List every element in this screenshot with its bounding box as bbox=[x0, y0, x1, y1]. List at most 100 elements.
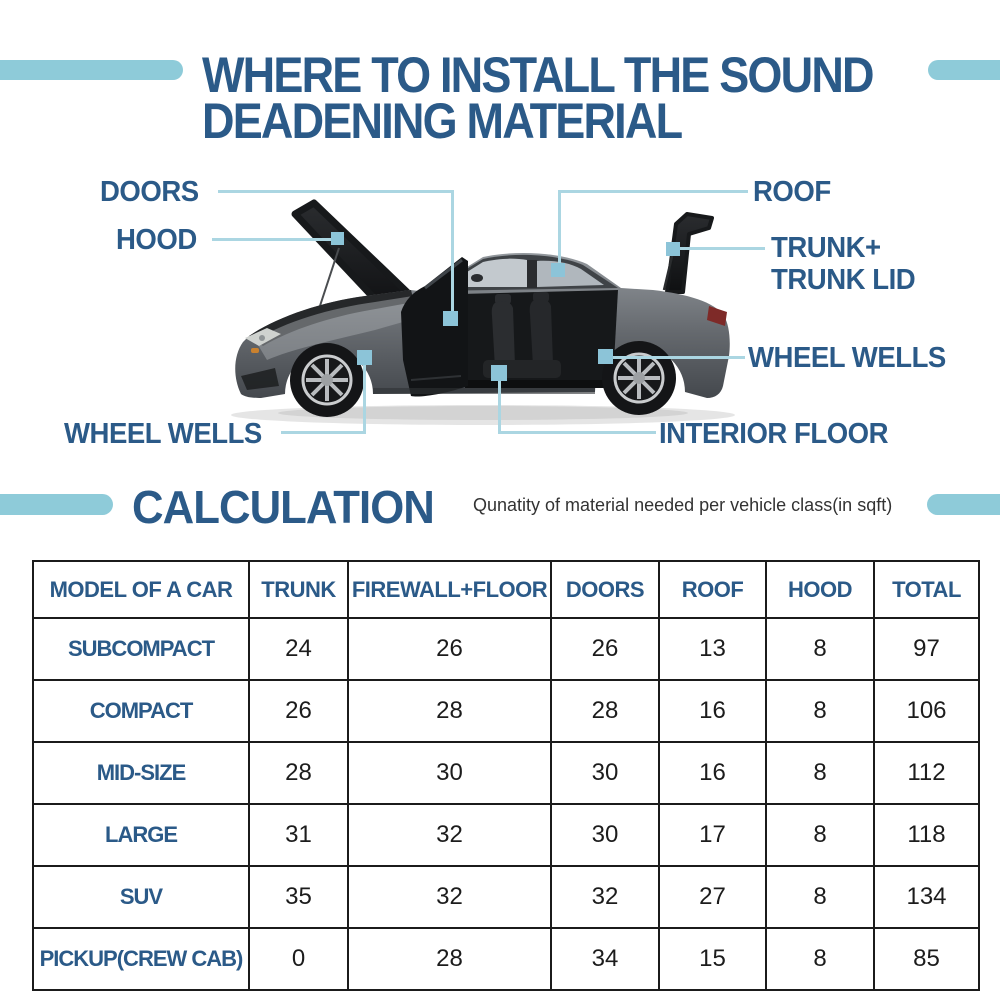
wheel-wells-left-label: WHEEL WELLS bbox=[64, 418, 262, 450]
col-header-trunk: TRUNK bbox=[248, 560, 349, 619]
seat-back-2 bbox=[529, 299, 553, 366]
cell-hood: 8 bbox=[765, 803, 875, 867]
wheel-wells-right-marker bbox=[598, 349, 613, 364]
cell-total: 112 bbox=[873, 741, 980, 805]
wheel-wells-left-marker bbox=[357, 350, 372, 365]
cell-total: 118 bbox=[873, 803, 980, 867]
cell-firewall-floor: 32 bbox=[347, 803, 552, 867]
cell-roof: 13 bbox=[658, 617, 767, 681]
cell-hood: 8 bbox=[765, 927, 875, 991]
doors-marker bbox=[443, 311, 458, 326]
col-header-doors: DOORS bbox=[550, 560, 660, 619]
header-pill-right bbox=[928, 60, 1000, 80]
cell-hood: 8 bbox=[765, 865, 875, 929]
trunk-label-line1: TRUNK+ bbox=[771, 232, 881, 264]
car-shadow-inner bbox=[278, 406, 688, 420]
col-header-roof: ROOF bbox=[658, 560, 767, 619]
cell-trunk: 26 bbox=[248, 679, 349, 743]
page-title-line2: DEADENING MATERIAL bbox=[202, 93, 683, 149]
hood-leader-line bbox=[212, 238, 334, 241]
interior-floor-marker bbox=[491, 365, 507, 381]
row-model: SUV bbox=[32, 865, 250, 929]
cell-trunk: 31 bbox=[248, 803, 349, 867]
doors-label: DOORS bbox=[100, 176, 199, 208]
hood-marker bbox=[331, 232, 344, 245]
cell-trunk: 28 bbox=[248, 741, 349, 805]
table-row: COMPACT 26 28 28 16 8 106 bbox=[32, 679, 980, 743]
roof-leader-line-v bbox=[558, 190, 561, 266]
cell-hood: 8 bbox=[765, 617, 875, 681]
seat-back bbox=[491, 301, 515, 368]
roof-leader-line-h bbox=[558, 190, 748, 193]
row-model: SUBCOMPACT bbox=[32, 617, 250, 681]
col-header-model: MODEL OF A CAR bbox=[32, 560, 250, 619]
page-title-line1: WHERE TO INSTALL THE SOUND bbox=[202, 47, 875, 103]
material-quantity-table: MODEL OF A CAR TRUNK FIREWALL+FLOOR DOOR… bbox=[32, 560, 980, 991]
header-pill-left bbox=[0, 60, 183, 80]
hood-label: HOOD bbox=[116, 224, 197, 256]
cell-total: 85 bbox=[873, 927, 980, 991]
table-row: SUBCOMPACT 24 26 26 13 8 97 bbox=[32, 617, 980, 681]
turn-signal bbox=[251, 348, 259, 353]
wheel-wells-left-leader-line-h bbox=[281, 431, 366, 434]
seat-headrest-2 bbox=[533, 292, 549, 302]
door-window-frame bbox=[424, 258, 463, 290]
front-wheel bbox=[290, 343, 364, 417]
cell-doors: 28 bbox=[550, 679, 660, 743]
table-row: PICKUP(CREW CAB) 0 28 34 15 8 85 bbox=[32, 927, 980, 991]
trunk-label-line2: TRUNK LID bbox=[771, 264, 916, 296]
cell-roof: 16 bbox=[658, 741, 767, 805]
cell-doors: 30 bbox=[550, 741, 660, 805]
interior-floor-sill bbox=[465, 380, 615, 388]
row-model: LARGE bbox=[32, 803, 250, 867]
interior-floor-leader-line-h bbox=[498, 431, 656, 434]
row-model: PICKUP(CREW CAB) bbox=[32, 927, 250, 991]
roof-marker bbox=[551, 263, 565, 277]
col-header-total: TOTAL bbox=[873, 560, 980, 619]
table-row: LARGE 31 32 30 17 8 118 bbox=[32, 803, 980, 867]
wheel-wells-right-leader-line bbox=[612, 356, 745, 359]
calculation-heading: CALCULATION bbox=[132, 481, 435, 533]
col-header-hood: HOOD bbox=[765, 560, 875, 619]
page-title: WHERE TO INSTALL THE SOUND DEADENING MAT… bbox=[202, 47, 875, 149]
cell-total: 106 bbox=[873, 679, 980, 743]
b-pillar bbox=[527, 260, 537, 288]
cell-firewall-floor: 28 bbox=[347, 679, 552, 743]
cell-total: 97 bbox=[873, 617, 980, 681]
doors-leader-line-h bbox=[218, 190, 454, 193]
open-trunk-lid bbox=[665, 212, 714, 294]
door-panel-line bbox=[410, 375, 462, 381]
row-model: MID-SIZE bbox=[32, 741, 250, 805]
roof-label: ROOF bbox=[753, 176, 831, 208]
cell-trunk: 0 bbox=[248, 927, 349, 991]
row-model: COMPACT bbox=[32, 679, 250, 743]
cell-doors: 30 bbox=[550, 803, 660, 867]
cell-firewall-floor: 28 bbox=[347, 927, 552, 991]
cell-roof: 17 bbox=[658, 803, 767, 867]
table-header-row: MODEL OF A CAR TRUNK FIREWALL+FLOOR DOOR… bbox=[32, 560, 980, 619]
interior-floor-label: INTERIOR FLOOR bbox=[659, 418, 889, 450]
fender-highlight bbox=[255, 296, 417, 360]
wheel-wells-right-label: WHEEL WELLS bbox=[748, 342, 946, 374]
side-mirror bbox=[471, 274, 483, 282]
seat-headrest bbox=[495, 294, 511, 304]
trunk-marker bbox=[666, 242, 680, 256]
cell-firewall-floor: 32 bbox=[347, 865, 552, 929]
cell-hood: 8 bbox=[765, 741, 875, 805]
calculation-subtitle: Qunatity of material needed per vehicle … bbox=[473, 495, 893, 515]
cell-trunk: 24 bbox=[248, 617, 349, 681]
rocker-panel bbox=[373, 388, 595, 394]
table-row: SUV 35 32 32 27 8 134 bbox=[32, 865, 980, 929]
cell-roof: 16 bbox=[658, 679, 767, 743]
cell-firewall-floor: 26 bbox=[347, 617, 552, 681]
calc-pill-right bbox=[927, 494, 1000, 515]
cell-doors: 26 bbox=[550, 617, 660, 681]
trunk-label: TRUNK+ TRUNK LID bbox=[771, 232, 916, 296]
front-intake bbox=[241, 368, 279, 390]
trunk-leader-line bbox=[679, 247, 765, 250]
cell-doors: 34 bbox=[550, 927, 660, 991]
cell-firewall-floor: 30 bbox=[347, 741, 552, 805]
calc-pill-left bbox=[0, 494, 113, 515]
cell-total: 134 bbox=[873, 865, 980, 929]
